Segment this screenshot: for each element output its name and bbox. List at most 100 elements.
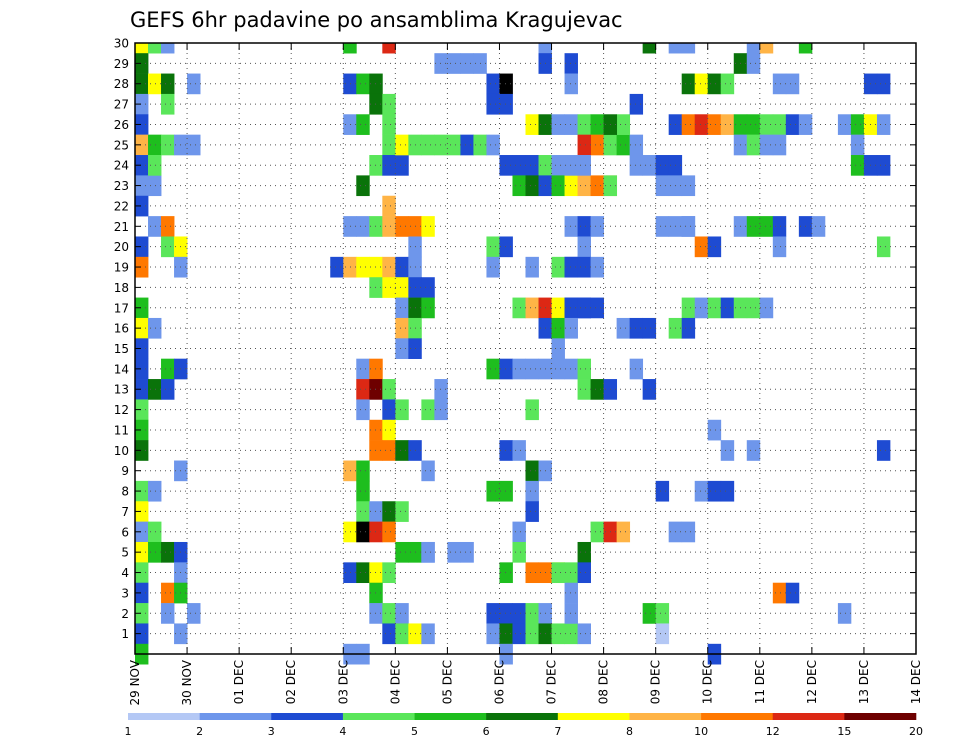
heatmap-cell — [382, 501, 396, 522]
y-tick-label: 18 — [114, 281, 129, 295]
y-tick-label: 13 — [114, 383, 129, 397]
heatmap-cell — [356, 480, 370, 502]
heatmap-cell — [577, 379, 591, 400]
heatmap-cell — [876, 440, 891, 461]
colorbar-swatch — [844, 713, 917, 720]
heatmap-cell — [382, 521, 396, 543]
heatmap-cell — [642, 379, 657, 400]
heatmap-cell — [551, 358, 565, 380]
heatmap-cell — [369, 603, 383, 624]
heatmap-cell — [577, 114, 591, 135]
heatmap-cell — [538, 43, 552, 54]
heatmap-cell — [551, 297, 565, 319]
heatmap-cell — [551, 562, 565, 584]
heatmap-cell — [759, 43, 774, 54]
heatmap-cell — [395, 541, 409, 563]
heatmap-cell — [356, 521, 370, 543]
heatmap-cell — [525, 175, 539, 197]
heatmap-cell — [590, 379, 604, 400]
heatmap-cell — [369, 73, 383, 95]
heatmap-cell — [707, 480, 722, 502]
heatmap-cell — [525, 480, 539, 502]
heatmap-cell — [525, 155, 539, 176]
heatmap-cell — [486, 73, 500, 95]
heatmap-cell — [356, 216, 370, 237]
heatmap-cell — [369, 93, 383, 115]
heatmap-cell — [369, 256, 383, 278]
heatmap-cell — [187, 73, 201, 95]
heatmap-cell — [681, 175, 696, 197]
colorbar-swatch — [486, 713, 559, 720]
heatmap-cell — [564, 155, 578, 176]
heatmap-cell — [707, 419, 722, 441]
heatmap-cell — [499, 440, 513, 461]
heatmap-cell — [525, 603, 539, 624]
heatmap-cell — [681, 73, 696, 95]
heatmap-cell — [161, 603, 175, 624]
heatmap-cell — [876, 73, 891, 95]
colorbar-swatch — [342, 713, 415, 720]
heatmap-cell — [746, 53, 761, 74]
x-tick-label: 06 DEC — [492, 660, 506, 704]
heatmap-cell — [525, 114, 539, 135]
heatmap-cell — [161, 379, 175, 400]
x-axis-ticks: 29 NOV 30 NOV 01 DEC 02 DEC 03 DEC 04 DEC 05 D… — [128, 43, 923, 706]
heatmap-cell — [564, 73, 578, 95]
heatmap-cell — [746, 216, 761, 237]
heatmap-cell — [577, 623, 591, 645]
colorbar-swatch — [557, 713, 630, 720]
heatmap-cell — [759, 114, 774, 135]
heatmap-cell — [356, 358, 370, 380]
heatmap-cell — [512, 603, 526, 624]
heatmap-cell — [577, 216, 591, 237]
heatmap-cell — [369, 216, 383, 237]
heatmap-cell — [460, 53, 474, 74]
heatmap-cell — [460, 541, 474, 563]
heatmap-cell — [135, 236, 149, 258]
heatmap-cell — [564, 256, 578, 278]
colorbar-label: 7 — [554, 725, 561, 738]
heatmap-cell — [395, 317, 409, 339]
heatmap-cell — [577, 236, 591, 258]
heatmap-cell — [395, 603, 409, 624]
heatmap-cell — [551, 317, 565, 339]
heatmap-cell — [551, 155, 565, 176]
heatmap-cell — [876, 155, 891, 176]
heatmap-cell — [564, 562, 578, 584]
heatmap-cell — [616, 114, 631, 135]
heatmap-cell — [590, 297, 604, 319]
heatmap-cell — [876, 236, 891, 258]
heatmap-cell — [746, 43, 761, 54]
heatmap-cell — [551, 623, 565, 645]
heatmap-cell — [564, 582, 578, 604]
heatmap-cell — [382, 623, 396, 645]
y-tick-label: 27 — [114, 98, 129, 112]
y-tick-label: 19 — [114, 261, 129, 275]
heatmap-cell — [382, 440, 396, 461]
x-tick-label: 29 NOV — [128, 659, 142, 705]
heatmap-cell — [525, 501, 539, 522]
heatmap-cell — [148, 541, 162, 563]
heatmap-cell — [694, 73, 709, 95]
heatmap-cell — [655, 175, 670, 197]
y-tick-label: 14 — [114, 362, 129, 376]
heatmap-cell — [642, 317, 657, 339]
heatmap-cell — [161, 43, 175, 54]
heatmap-cell — [512, 175, 526, 197]
heatmap-cell — [148, 73, 162, 95]
heatmap-cell — [434, 399, 448, 421]
heatmap-cell — [577, 256, 591, 278]
heatmap-cell — [499, 623, 513, 645]
heatmap-cell — [577, 175, 591, 197]
heatmap-cell — [135, 480, 149, 502]
heatmap-cell — [369, 358, 383, 380]
heatmap-cell — [629, 155, 644, 176]
y-tick-label: 2 — [121, 607, 129, 621]
colorbar-label: 15 — [837, 725, 851, 738]
y-tick-label: 11 — [114, 423, 129, 437]
heatmap-cell — [135, 603, 149, 624]
heatmap-cell — [382, 277, 396, 298]
y-axis-ticks: 1234567891011121314151617181920212223242… — [114, 37, 916, 641]
heatmap-cell — [135, 155, 149, 176]
heatmap-cell — [577, 541, 591, 563]
